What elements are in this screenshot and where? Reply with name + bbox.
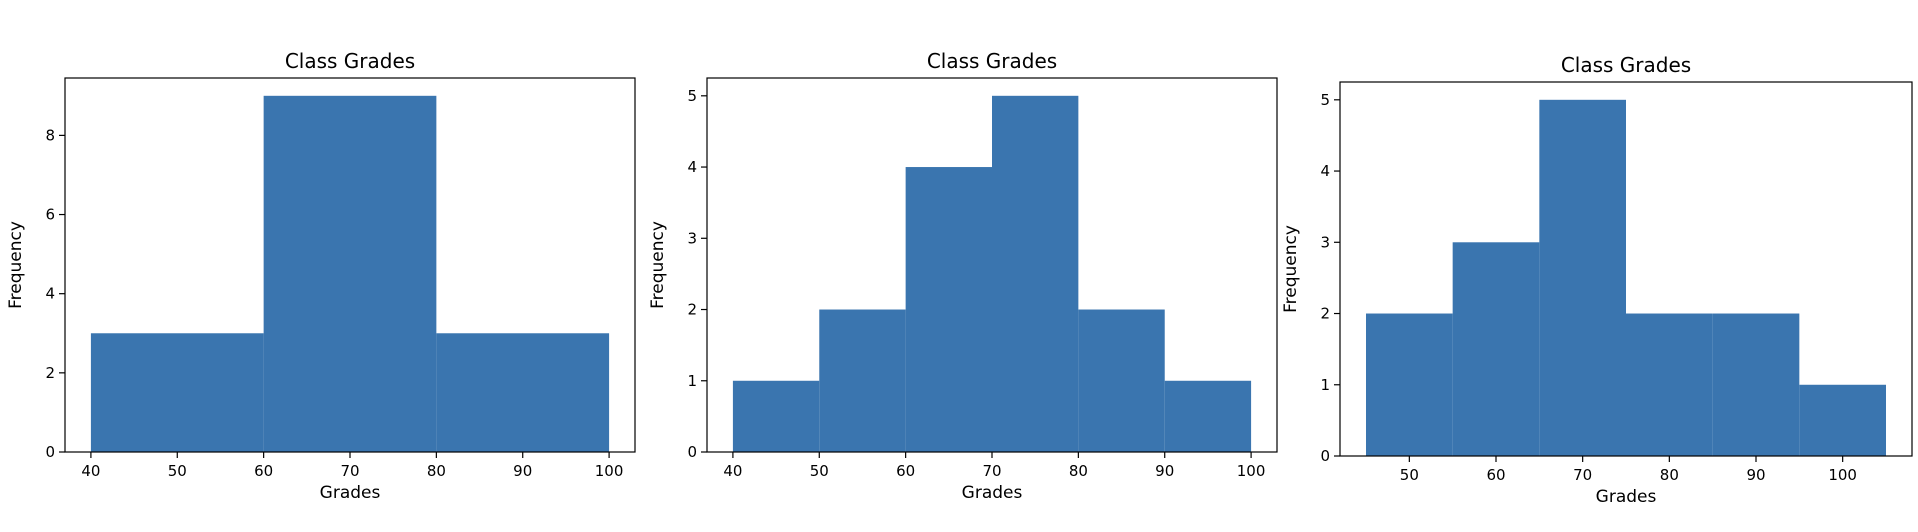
histogram-bar	[1452, 242, 1540, 456]
y-axis-label: Frequency	[1281, 225, 1301, 313]
y-tick-label: 2	[687, 301, 697, 319]
histogram-bar	[263, 95, 437, 453]
y-axis-label: Frequency	[6, 221, 26, 309]
x-tick-label: 70	[340, 462, 359, 480]
y-tick-label: 5	[1320, 91, 1330, 109]
y-tick-label: 3	[1320, 233, 1330, 251]
x-tick-label: 90	[1746, 466, 1765, 484]
histogram-bar	[1366, 313, 1453, 456]
y-tick-label: 0	[45, 443, 55, 461]
y-tick-label: 0	[687, 443, 697, 461]
x-tick-label: 80	[1660, 466, 1679, 484]
histogram-bar	[1799, 384, 1886, 456]
y-tick-label: 1	[687, 372, 697, 390]
x-tick-label: 40	[81, 462, 100, 480]
y-axis-label: Frequency	[648, 221, 668, 309]
y-tick-label: 8	[45, 126, 55, 144]
y-tick-label: 6	[45, 206, 55, 224]
chart-3: 50 60 70 80 90 100 0 1 2 3 4 5 Class Grades Grades Fre…	[1281, 53, 1913, 507]
x-axis-label: Grades	[1596, 487, 1657, 507]
x-tick-label: 40	[723, 462, 742, 480]
x-tick-label: 60	[1486, 466, 1505, 484]
histogram-bar	[90, 333, 264, 452]
chart-title: Class Grades	[285, 49, 415, 73]
x-tick-label: 80	[1069, 462, 1088, 480]
histogram-bar	[992, 95, 1079, 453]
x-tick-label: 50	[168, 462, 187, 480]
histogram-bar	[1078, 309, 1165, 452]
x-tick-label: 90	[513, 462, 532, 480]
histogram-bar	[436, 333, 610, 452]
x-tick-label: 70	[982, 462, 1001, 480]
x-tick-label: 80	[427, 462, 446, 480]
x-tick-label: 70	[1573, 466, 1592, 484]
x-tick-label: 100	[595, 462, 624, 480]
y-tick-label: 1	[1320, 376, 1330, 394]
x-tick-label: 60	[896, 462, 915, 480]
x-tick-label: 100	[1237, 462, 1266, 480]
chart-2: 40 50 60 70 80 90 100 0 1 2 3 4 5 Class Grades Grades F…	[648, 49, 1278, 503]
x-tick-label: 50	[1400, 466, 1419, 484]
plot-frame	[1339, 81, 1913, 457]
y-tick-label: 2	[1320, 305, 1330, 323]
y-tick-label: 5	[687, 87, 697, 105]
y-tick-label: 4	[45, 285, 55, 303]
x-axis-label: Grades	[962, 483, 1023, 503]
histogram-bar	[905, 167, 992, 453]
x-tick-label: 90	[1155, 462, 1174, 480]
histogram-bar	[1712, 313, 1800, 456]
x-tick-label: 60	[254, 462, 273, 480]
x-axis-label: Grades	[320, 483, 381, 503]
histogram-bar	[732, 380, 820, 452]
histogram-bar	[819, 309, 906, 452]
x-tick-label: 50	[810, 462, 829, 480]
x-tick-label: 100	[1828, 466, 1857, 484]
chart-title: Class Grades	[1561, 53, 1691, 77]
chart-1: 40 50 60 70 80 90 100 0 2 4 6 8 Class Grades Grades Fr…	[6, 49, 636, 503]
chart-title: Class Grades	[927, 49, 1057, 73]
histogram-bar	[1164, 380, 1252, 452]
histogram-bar	[1626, 313, 1713, 456]
y-tick-label: 0	[1320, 447, 1330, 465]
y-tick-label: 2	[45, 364, 55, 382]
y-tick-label: 4	[687, 158, 697, 176]
histogram-bar	[1539, 99, 1626, 457]
y-tick-label: 3	[687, 229, 697, 247]
y-tick-label: 4	[1320, 162, 1330, 180]
